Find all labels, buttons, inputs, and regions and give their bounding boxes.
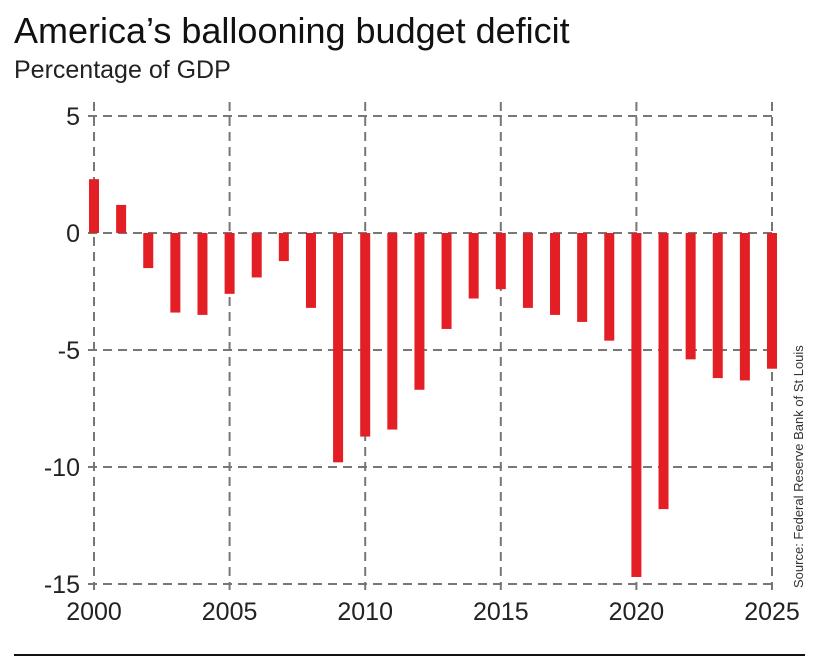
bar-2016 [522, 233, 533, 308]
bar-2013 [441, 233, 452, 329]
bar-2014 [468, 233, 479, 299]
bar-2012 [414, 233, 425, 390]
x-tick-label: 2000 [66, 598, 122, 626]
chart-title: America’s ballooning budget deficit [14, 10, 570, 51]
bar-2008 [305, 233, 316, 308]
bar-2022 [685, 233, 696, 360]
bar-2019 [604, 233, 615, 341]
x-tick-label: 2010 [337, 598, 393, 626]
bar-2024 [739, 233, 750, 381]
bar-2000 [89, 179, 99, 233]
y-tick-label: 0 [66, 220, 80, 248]
source-note: Source: Federal Reserve Bank of St Louis [791, 345, 806, 588]
x-tick-label: 2025 [744, 598, 800, 626]
bar-2020 [631, 233, 642, 577]
y-tick-label: -10 [44, 454, 80, 482]
bar-2025 [767, 233, 777, 369]
bar-2004 [197, 233, 208, 315]
bar-2006 [251, 233, 262, 278]
bar-2002 [143, 233, 154, 269]
bar-2003 [170, 233, 181, 313]
bar-2023 [712, 233, 723, 379]
y-tick-label: -5 [58, 337, 80, 365]
bar-2009 [333, 233, 344, 463]
bar-2017 [550, 233, 561, 315]
x-tick-label: 2020 [609, 598, 665, 626]
bar-2010 [360, 233, 371, 437]
bar-2015 [495, 233, 506, 290]
x-tick-label: 2005 [202, 598, 258, 626]
chart-subtitle: Percentage of GDP [14, 56, 231, 84]
x-tick-label: 2015 [473, 598, 529, 626]
bar-2011 [387, 233, 398, 430]
y-tick-label: -15 [44, 571, 80, 599]
bar-2021 [658, 233, 669, 510]
bar-2001 [116, 204, 127, 233]
bar-2007 [278, 233, 289, 262]
bar-2005 [224, 233, 235, 294]
bar-2018 [577, 233, 588, 322]
y-tick-label: 5 [66, 103, 80, 131]
